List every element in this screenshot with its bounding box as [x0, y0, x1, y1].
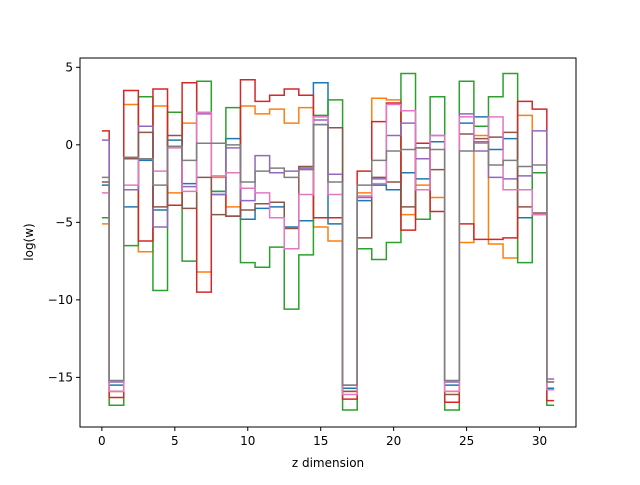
series-line-8: [101, 123, 555, 386]
x-tick-label: 30: [532, 434, 547, 448]
series-layer: [101, 72, 555, 411]
series-line-3: [101, 72, 555, 411]
series-line-7: [101, 103, 555, 396]
plot-frame: [79, 57, 577, 428]
x-tick-label: 0: [98, 434, 106, 448]
x-axis-label: z dimension: [292, 456, 364, 470]
x-tick-label: 15: [313, 434, 328, 448]
y-tick-label: −15: [48, 370, 73, 384]
x-tick-label: 10: [240, 434, 255, 448]
y-tick-label: 5: [65, 60, 73, 74]
x-tick-label: 25: [459, 434, 474, 448]
x-tick-label: 5: [171, 434, 179, 448]
y-tick-label: −10: [48, 293, 73, 307]
y-axis-label: log(w): [22, 223, 36, 260]
series-line-2: [101, 97, 555, 393]
series-line-4: [101, 78, 555, 403]
y-tick-label: −5: [55, 215, 73, 229]
x-tick-label: 20: [386, 434, 401, 448]
y-ticks: −15 −10 −5 0 5: [48, 60, 80, 384]
x-ticks: 0 5 10 15 20 25 30: [98, 427, 547, 448]
y-tick-label: 0: [65, 138, 73, 152]
